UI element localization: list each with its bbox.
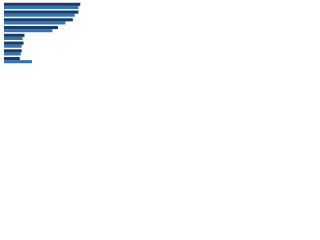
bar	[4, 26, 58, 30]
bar	[4, 13, 75, 17]
bar	[4, 29, 53, 33]
bar	[4, 41, 24, 45]
bar	[4, 52, 21, 56]
chart	[4, 2, 81, 64]
bar	[4, 36, 23, 40]
bar	[4, 33, 25, 37]
bar	[4, 2, 81, 6]
bar	[4, 18, 73, 22]
bar	[4, 44, 22, 48]
bar	[4, 49, 22, 53]
bar	[4, 57, 20, 61]
bar	[4, 10, 79, 14]
bar	[4, 60, 32, 64]
bar	[4, 5, 79, 9]
bar	[4, 21, 66, 25]
